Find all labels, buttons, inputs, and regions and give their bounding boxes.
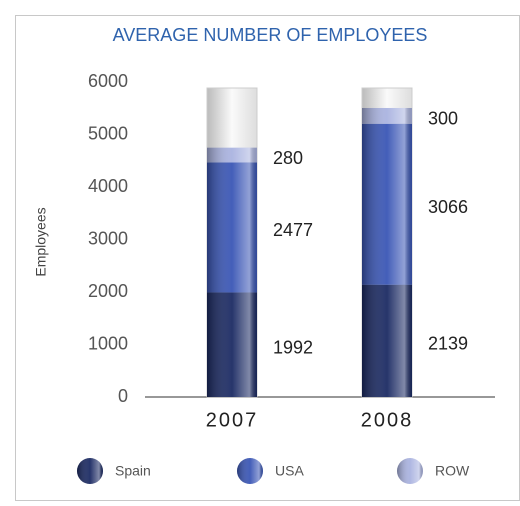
legend-label: USA — [275, 463, 304, 479]
y-tick-label: 0 — [118, 386, 128, 406]
bar-shine — [207, 147, 257, 163]
bar-shine — [362, 123, 412, 285]
legend-label: Spain — [115, 463, 151, 479]
bar-shine — [207, 162, 257, 293]
bar-shine — [362, 107, 412, 124]
value-label: 2139 — [428, 334, 468, 354]
legend-label: ROW — [435, 463, 470, 479]
value-label: 1992 — [273, 337, 313, 357]
chart-title: AVERAGE NUMBER OF EMPLOYEES — [113, 25, 428, 45]
y-tick-label: 1000 — [88, 333, 128, 353]
y-tick-label: 4000 — [88, 176, 128, 196]
legend-shine — [77, 458, 103, 484]
bar-shine — [207, 292, 257, 397]
y-axis-label: Employees — [33, 207, 49, 276]
value-label: 3066 — [428, 197, 468, 217]
legend-shine — [237, 458, 263, 484]
value-label: 2477 — [273, 220, 313, 240]
y-tick-label: 5000 — [88, 123, 128, 143]
bar-shine — [362, 284, 412, 397]
y-tick-label: 2000 — [88, 281, 128, 301]
y-tick-label: 6000 — [88, 71, 128, 91]
x-tick-label: 2007 — [206, 409, 259, 431]
y-tick-label: 3000 — [88, 228, 128, 248]
legend-shine — [397, 458, 423, 484]
value-label: 280 — [273, 148, 303, 168]
x-tick-label: 2008 — [361, 409, 414, 431]
value-label: 300 — [428, 109, 458, 129]
